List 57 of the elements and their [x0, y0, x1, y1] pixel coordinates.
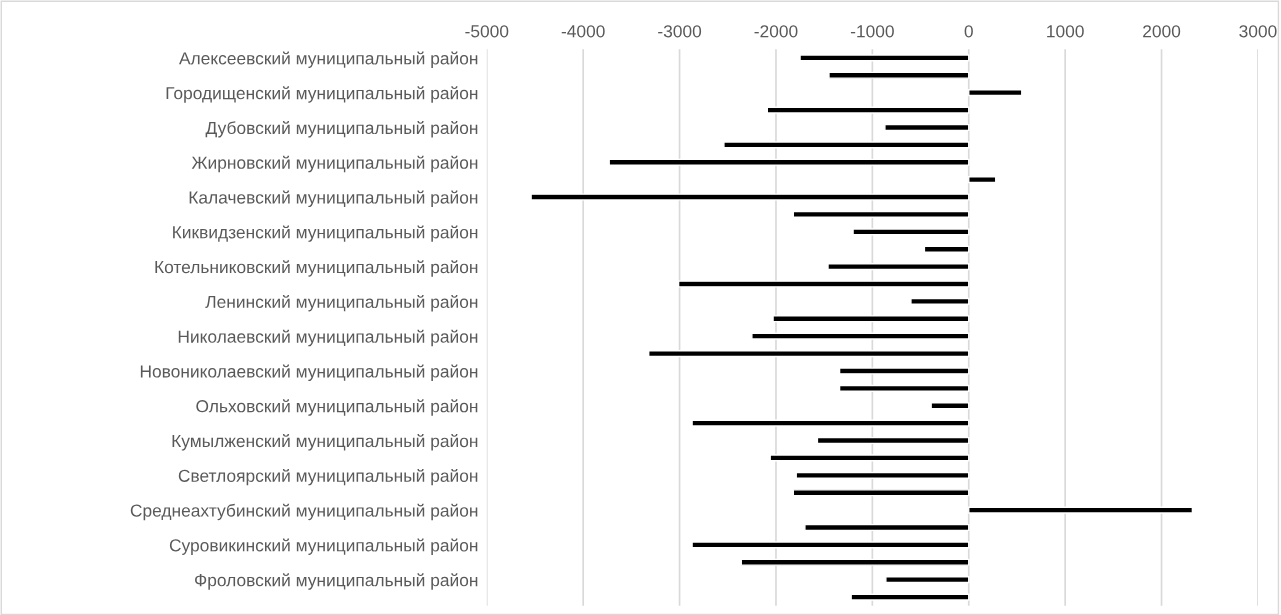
bar	[677, 280, 970, 288]
x-tick-label: 3000	[1239, 25, 1277, 38]
bar	[910, 297, 970, 305]
y-tick-label: Кумылженский муниципальный район	[172, 434, 478, 451]
bar	[828, 71, 970, 79]
x-tick-label: -3000	[658, 25, 702, 38]
bar	[838, 384, 970, 392]
bar	[648, 350, 970, 358]
bar	[792, 210, 970, 218]
x-tick-label: -2000	[754, 25, 798, 38]
y-tick-label: Ленинский муниципальный район	[205, 294, 478, 312]
bar	[923, 245, 970, 253]
y-tick-label: Киквидзенский муниципальный район	[173, 225, 478, 242]
bar	[769, 454, 970, 462]
bar	[930, 402, 970, 410]
x-tick-label: -1000	[850, 25, 894, 38]
bar	[691, 419, 970, 427]
bar	[792, 489, 970, 497]
bar	[850, 593, 970, 601]
y-tick-label: Городищенский муниципальный район	[166, 86, 478, 103]
y-tick-label: Фроловский муниципальный район	[195, 573, 478, 590]
y-tick-label: Среднеахтубинский муниципальный район	[130, 503, 478, 521]
y-tick-label: Светлоярский муниципальный район	[178, 468, 478, 486]
bar	[968, 89, 1023, 97]
bar	[885, 576, 970, 584]
y-tick-label: Алексеевский муниципальный район	[179, 51, 478, 68]
y-tick-label: Николаевский муниципальный район	[178, 329, 478, 347]
bar	[740, 558, 970, 566]
x-tick-label: 2000	[1143, 25, 1181, 38]
y-tick-label: Суровикинский муниципальный район	[169, 538, 478, 555]
bar	[968, 506, 1194, 514]
bar	[795, 471, 970, 479]
bar	[827, 263, 970, 271]
x-tick-label: -5000	[465, 25, 509, 38]
bar	[608, 158, 970, 166]
bar	[691, 541, 970, 549]
bar	[884, 123, 970, 132]
y-tick-label: Котельниковский муниципальный район	[155, 260, 478, 277]
bar	[530, 193, 970, 201]
x-tick-label: 1000	[1047, 25, 1084, 38]
bar	[816, 436, 970, 445]
x-tick-label: 0	[964, 25, 973, 38]
x-tick-label: -4000	[561, 25, 605, 38]
bar	[852, 228, 970, 236]
y-tick-label: Новониколаевский муниципальный район	[140, 364, 478, 382]
bar	[804, 523, 970, 532]
bar	[751, 332, 970, 340]
bar	[772, 315, 970, 323]
bar	[766, 106, 970, 114]
bar	[838, 367, 970, 375]
y-tick-label: Калачевский муниципальный район	[189, 190, 478, 208]
y-tick-label: Жирновский муниципальный район	[191, 155, 478, 173]
bar	[968, 176, 997, 184]
bar	[799, 54, 970, 62]
bar	[723, 141, 970, 149]
y-tick-label: Ольховский муниципальный район	[196, 399, 478, 416]
y-tick-label: Дубовский муниципальный район	[205, 121, 478, 138]
